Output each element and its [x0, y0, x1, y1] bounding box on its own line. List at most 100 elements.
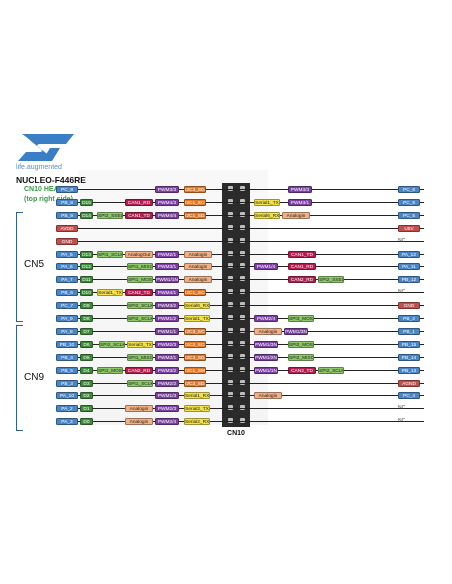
timer-tag: PWM3/3 — [288, 186, 312, 193]
tagline: life.augmented — [16, 164, 62, 171]
row-line — [56, 266, 424, 268]
row-line — [56, 330, 424, 332]
header-pin — [240, 418, 245, 424]
spi-tag: SPI2_SSEL — [318, 276, 344, 284]
header-pin — [228, 315, 233, 320]
serial-tag: Serial3_TX — [127, 340, 153, 348]
power-tag: U5V — [398, 224, 420, 232]
row-line — [56, 318, 424, 319]
row-line — [56, 227, 424, 229]
row-line — [56, 421, 424, 423]
header-pin — [228, 198, 233, 204]
header-pin — [228, 302, 233, 308]
pin-tag: PB_4 — [56, 353, 78, 361]
spi-tag: SPI1_MISO — [127, 263, 153, 271]
cn10-header — [222, 183, 250, 427]
pin-tag: PB_10 — [56, 340, 78, 348]
row-line — [56, 408, 424, 410]
can-tag: CAN1_RD — [125, 198, 153, 206]
header-pin — [228, 289, 233, 295]
header-pin — [240, 379, 245, 385]
arduino-tag: D8 — [80, 315, 93, 322]
header-pin — [228, 263, 233, 269]
analog-tag: Analogin — [254, 327, 282, 335]
analog-tag: Analogin — [184, 263, 212, 271]
nc-label: NC — [398, 418, 406, 425]
pin-tag: PB_1 — [398, 327, 420, 335]
analog-tag: Analogin — [125, 405, 153, 413]
spi-tag: SPI1_MOSI — [97, 366, 123, 374]
serial-tag: Serial1_TX — [97, 289, 123, 297]
pin-tag: PA_9 — [56, 315, 78, 322]
pin-tag: PB_14 — [398, 353, 420, 361]
i2c-tag: I2C3_SDA — [184, 353, 206, 361]
row-line — [56, 356, 424, 358]
nc-label: NC — [398, 289, 406, 296]
pin-tag: PA_10 — [56, 392, 78, 400]
row-line — [56, 343, 424, 345]
spi-tag: SPI2_SCLK — [318, 366, 344, 374]
row-line — [56, 305, 424, 307]
i2c-tag: I2C2_SDA — [184, 379, 206, 387]
pin-tag: PB_9 — [56, 211, 78, 219]
timer-tag: PWM3/2 — [155, 302, 179, 310]
spi-tag: SPI2_SCLK — [99, 340, 125, 348]
timer-tag: PWM4/1 — [155, 289, 179, 297]
i2c-tag: I2C1_SMBA — [184, 366, 206, 374]
arduino-tag: D13 — [80, 250, 93, 258]
arduino-tag: D3 — [80, 379, 93, 387]
serial-tag: Serial6_RX — [254, 211, 280, 219]
spi-tag: SPI2_MISO — [288, 353, 314, 361]
pin-tag: PA_3 — [56, 418, 78, 426]
pin-tag: PB_5 — [56, 366, 78, 374]
can-tag: CAN2_RD — [125, 366, 153, 374]
can-tag: CAN1_TD — [288, 250, 316, 258]
cn9-label: CN9 — [24, 372, 45, 383]
pin-tag: PA_12 — [398, 250, 420, 258]
analog-tag: Analogin — [184, 250, 212, 258]
timer-tag: PWM3/3 — [155, 186, 179, 193]
header-pin — [240, 224, 245, 230]
header-pin — [240, 276, 245, 282]
row-line — [56, 382, 424, 384]
arduino-tag: D4 — [80, 366, 93, 374]
header-pin — [228, 237, 233, 243]
timer-tag: PWM1/3 — [155, 392, 179, 400]
spi-tag: SPI1_MOSI — [127, 276, 153, 284]
arduino-tag: D12 — [80, 263, 93, 271]
analog-tag: AnalogOut — [125, 250, 153, 258]
analog-tag: Analogin — [282, 211, 310, 219]
header-pin — [240, 302, 245, 308]
analog-tag: Analogin — [125, 418, 153, 426]
pin-tag: PA_2 — [56, 405, 78, 413]
analog-tag: Analogin — [184, 276, 212, 284]
header-pin — [240, 353, 245, 359]
arduino-tag: D11 — [80, 276, 93, 284]
can-tag: CAN2_TD — [288, 366, 316, 374]
spi-tag: SPI1_SCLK — [97, 250, 123, 258]
header-pin — [228, 353, 233, 359]
i2c-tag: I2C2_SCL — [184, 340, 206, 348]
timer-tag: PWM2/3 — [155, 340, 179, 348]
arduino-tag: D10 — [80, 289, 93, 297]
timer-tag: PWM4/4 — [155, 211, 179, 219]
pin-tag: PC_8 — [398, 186, 420, 193]
row-line — [56, 201, 424, 203]
power-tag: AVDD — [56, 224, 78, 232]
can-tag: CAN2_TD — [125, 289, 153, 297]
spi-tag: SPI3_MOSI — [288, 315, 314, 322]
header-pin — [240, 250, 245, 256]
nc-label: NC — [398, 237, 406, 244]
timer-tag: PWM1/3N — [284, 327, 308, 335]
header-pin — [240, 340, 245, 346]
i2c-tag: I2C1_SCL — [184, 289, 206, 297]
header-pin — [228, 405, 233, 411]
timer-tag: PWM2/3 — [155, 405, 179, 413]
timer-tag: PWM2/4 — [254, 315, 278, 322]
power-tag: GND — [398, 302, 420, 310]
header-pin — [228, 186, 233, 191]
pin-tag: PA_8 — [56, 327, 78, 335]
row-line — [56, 369, 424, 371]
serial-tag: Serial1_RX — [184, 392, 210, 400]
board-title: NUCLEO-F446RE — [16, 175, 86, 185]
